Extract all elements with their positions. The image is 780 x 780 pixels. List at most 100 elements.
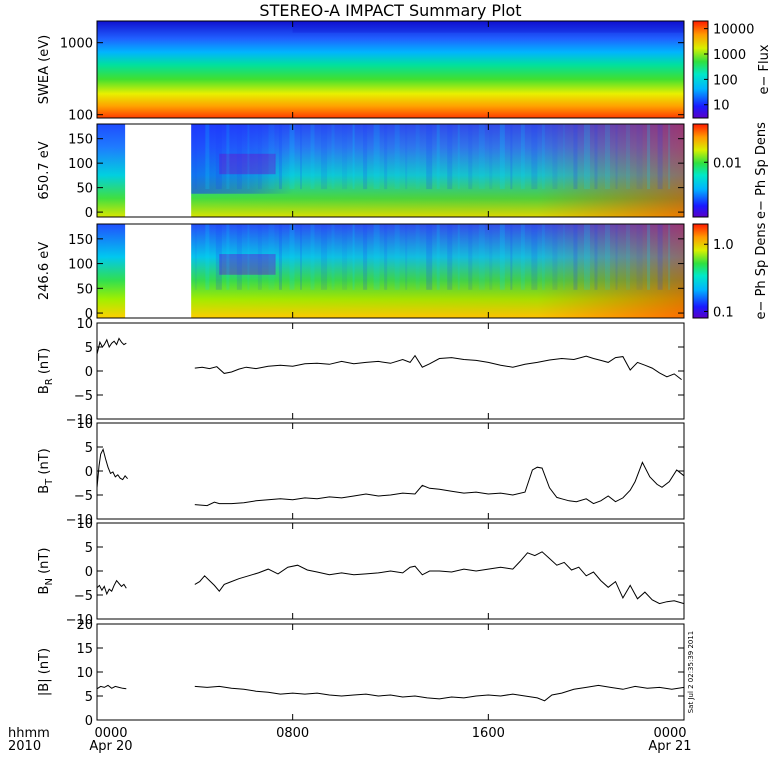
heatmap-streak: [531, 224, 538, 290]
heatmap-streak: [552, 124, 558, 190]
y-tick-label: 5: [85, 541, 93, 556]
heatmap-streak: [215, 124, 222, 190]
heatmap-streak: [226, 124, 230, 190]
heatmap-streak: [373, 124, 380, 190]
heatmap-streak: [657, 124, 663, 190]
heatmap-streak: [615, 224, 618, 290]
heatmap-streak: [363, 124, 368, 190]
heatmap-streak: [468, 224, 473, 290]
panel-frame: [96, 223, 685, 319]
heatmap-streak: [657, 224, 663, 290]
heatmap-streak: [510, 124, 513, 190]
heatmap-streak: [394, 224, 400, 290]
heatmap-streak: [604, 124, 610, 190]
data-gap: [125, 124, 192, 217]
y-tick-label: 5: [85, 341, 93, 356]
y-tick-label: −5: [74, 489, 93, 504]
heatmap-streak: [647, 124, 651, 190]
panel-frame: [96, 123, 685, 218]
heatmap-streak: [247, 224, 250, 290]
panel-br: −10 −5 0 5 10 BR (nT): [37, 317, 685, 428]
heatmap-streak: [289, 224, 295, 290]
heatmap-fill: [97, 21, 684, 118]
heatmap-streak: [447, 124, 453, 190]
heatmap-streak: [636, 224, 643, 290]
heatmap-streak: [268, 224, 275, 290]
series-line-bmag: [194, 684, 685, 702]
colorbar-label: e− Ph Sp Dens: [754, 222, 769, 319]
y-tick-label: 20: [76, 618, 93, 633]
heatmap-streak: [300, 124, 303, 190]
heatmap-streak: [573, 224, 578, 290]
heatmap-streak: [384, 124, 388, 190]
heatmap-streak: [478, 224, 485, 290]
heatmap-streak: [215, 224, 222, 290]
heatmap-streak: [499, 224, 505, 290]
heatmap-streak: [300, 224, 303, 290]
heatmap-streak: [594, 124, 598, 190]
x-tick-label: 0000: [94, 726, 127, 741]
heatmap-streak: [415, 124, 420, 190]
heatmap-streak: [257, 124, 262, 190]
heatmap-streak: [478, 124, 485, 190]
time-axis-year-label: 2010: [8, 739, 41, 754]
heatmap-streak: [363, 224, 368, 290]
y-tick-label: 0: [85, 465, 93, 480]
heatmap-streak: [531, 124, 538, 190]
heatmap-streak: [226, 224, 230, 290]
colorbar-tick-label: 10: [713, 99, 730, 114]
heatmap-streak: [489, 124, 493, 190]
time-axis-row-label: hhmm: [8, 726, 50, 741]
colorbar-pad_246: 0.1 1.0 e− Ph Sp Dens: [692, 222, 769, 320]
y-axis-label: |B| (nT): [37, 648, 52, 696]
y-axis-label: SWEA (eV): [37, 35, 52, 104]
heatmap-streak: [321, 224, 328, 290]
y-tick-label: 10: [76, 317, 93, 332]
x-tick-label: 0800: [276, 726, 309, 741]
x-tick-sublabel: Apr 21: [648, 739, 691, 754]
heatmap-streak: [457, 124, 460, 190]
y-tick-label: 100: [68, 258, 93, 273]
heatmap-streak: [583, 224, 590, 290]
heatmap-streak: [236, 224, 242, 290]
heatmap-streak: [194, 224, 197, 290]
panel-bmag: 0 5 10 15 20 |B| (nT): [37, 618, 685, 729]
y-tick-label: 10: [76, 417, 93, 432]
heatmap-streak: [647, 224, 651, 290]
colorbar-tick-label: 100: [713, 73, 738, 88]
colorbar-tick-label: 1000: [713, 48, 746, 63]
heatmap-streak: [562, 124, 565, 190]
heatmap-streak: [352, 124, 355, 190]
y-tick-label: 1000: [60, 37, 93, 52]
x-tick-label: 0000: [653, 726, 686, 741]
heatmap-streak: [278, 124, 282, 190]
y-tick-label: 100: [68, 157, 93, 172]
heatmap-streak: [268, 124, 275, 190]
panel-frame: [96, 20, 685, 119]
heatmap-streak: [583, 124, 590, 190]
y-axis-label: BN (nT): [37, 548, 55, 595]
y-tick-label: 0: [85, 565, 93, 580]
heatmap-streak: [278, 224, 282, 290]
y-tick-label: 15: [76, 642, 93, 657]
heatmap-streak: [573, 124, 578, 190]
y-tick-label: 150: [68, 133, 93, 148]
panel-pad_650: 0.01 e− Ph Sp Dens 0 50 100 150 650.7 eV: [37, 122, 769, 221]
heatmap-streak: [394, 124, 400, 190]
panel-frame: [96, 623, 685, 721]
heatmap-streak: [668, 224, 671, 290]
heatmap-low-flux-region: [191, 124, 293, 194]
y-tick-label: 0: [85, 206, 93, 221]
heatmap-streak: [499, 124, 505, 190]
colorbar-label: e− Flux: [757, 44, 772, 94]
heatmap-streak: [520, 124, 525, 190]
y-tick-label: 10: [76, 517, 93, 532]
colorbar-tick-label: 0.1: [713, 305, 734, 320]
heatmap-streak: [310, 224, 315, 290]
heatmap-streak: [604, 224, 610, 290]
heatmap-minimum-region: [219, 254, 276, 275]
heatmap-streak: [415, 224, 420, 290]
